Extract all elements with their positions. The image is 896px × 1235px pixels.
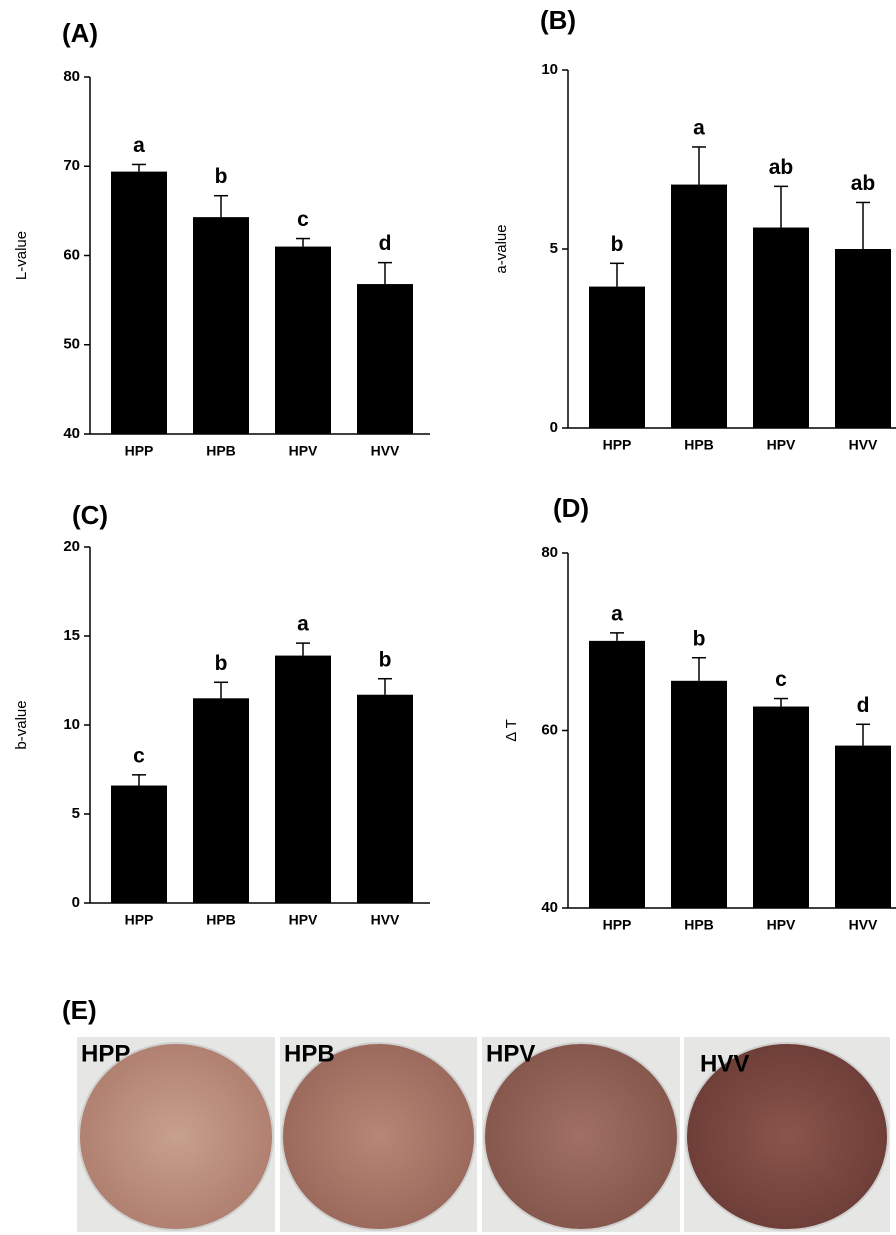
y-tick-label: 70 — [63, 157, 80, 174]
panel-title: (A) — [62, 18, 98, 48]
significance-label: d — [857, 694, 870, 717]
panel-title: (E) — [62, 995, 97, 1025]
x-tick-label: HPB — [206, 443, 236, 459]
y-tick-label: 10 — [541, 61, 558, 78]
x-tick-label: HPP — [603, 917, 632, 933]
y-tick-label: 80 — [63, 68, 80, 85]
x-tick-label: HVV — [371, 912, 400, 928]
bar — [671, 680, 727, 908]
significance-label: b — [379, 648, 392, 671]
significance-label: b — [215, 165, 228, 188]
bar — [835, 249, 891, 428]
bar — [835, 745, 891, 908]
significance-label: a — [297, 613, 309, 636]
y-axis-label: a-value — [493, 224, 510, 273]
significance-label: ab — [851, 172, 876, 195]
y-tick-label: 80 — [541, 544, 558, 561]
y-tick-label: 5 — [550, 240, 558, 257]
y-axis-label: L-value — [13, 231, 30, 280]
bar — [589, 286, 645, 428]
x-tick-label: HPV — [767, 917, 796, 933]
y-tick-label: 20 — [63, 538, 80, 555]
significance-label: d — [379, 232, 392, 255]
x-tick-label: HPV — [289, 443, 318, 459]
panel-title: (B) — [540, 5, 576, 35]
significance-label: b — [215, 652, 228, 675]
sample-dish — [78, 1042, 274, 1231]
significance-label: a — [133, 134, 145, 157]
y-tick-label: 0 — [72, 894, 80, 911]
bar — [111, 171, 167, 435]
significance-label: c — [775, 668, 787, 691]
photo-label: HPB — [284, 1040, 335, 1067]
significance-label: c — [133, 744, 145, 767]
significance-label: a — [611, 602, 623, 625]
x-tick-label: HPB — [684, 917, 714, 933]
bar — [753, 227, 809, 428]
y-tick-label: 40 — [541, 899, 558, 916]
bar — [193, 217, 249, 434]
x-tick-label: HPB — [206, 912, 236, 928]
significance-label: c — [297, 208, 309, 231]
sample-dish — [281, 1042, 476, 1231]
x-tick-label: HPV — [289, 912, 318, 928]
bar — [589, 640, 645, 908]
y-tick-label: 0 — [550, 419, 558, 436]
x-tick-label: HVV — [849, 917, 878, 933]
y-tick-label: 60 — [541, 721, 558, 738]
x-tick-label: HPP — [125, 912, 154, 928]
bar — [753, 706, 809, 908]
photo-label: HPV — [486, 1040, 535, 1067]
y-tick-label: 60 — [63, 246, 80, 263]
significance-label: b — [611, 233, 624, 256]
bar — [671, 184, 727, 428]
photo-label: HPP — [81, 1040, 130, 1067]
y-tick-label: 15 — [63, 627, 80, 644]
significance-label: b — [693, 627, 706, 650]
significance-label: a — [693, 117, 705, 140]
x-tick-label: HPP — [125, 443, 154, 459]
y-axis-label: b-value — [13, 700, 30, 749]
x-tick-label: HVV — [371, 443, 400, 459]
bar — [357, 694, 413, 903]
y-tick-label: 40 — [63, 425, 80, 442]
x-tick-label: HPV — [767, 437, 796, 453]
y-tick-label: 5 — [72, 805, 80, 822]
y-axis-label: Δ T — [503, 719, 520, 742]
sample-dish — [685, 1042, 889, 1231]
panel-title: (C) — [72, 500, 108, 530]
significance-label: ab — [769, 156, 794, 179]
bar — [275, 655, 331, 903]
bar — [275, 246, 331, 434]
y-tick-label: 10 — [63, 716, 80, 733]
y-tick-label: 50 — [63, 336, 80, 353]
panel-title: (D) — [553, 493, 589, 523]
photo-label: HVV — [700, 1050, 749, 1077]
bar — [193, 698, 249, 903]
x-tick-label: HPB — [684, 437, 714, 453]
x-tick-label: HVV — [849, 437, 878, 453]
bar — [111, 785, 167, 903]
sample-dish — [483, 1042, 679, 1231]
x-tick-label: HPP — [603, 437, 632, 453]
bar — [357, 284, 413, 434]
